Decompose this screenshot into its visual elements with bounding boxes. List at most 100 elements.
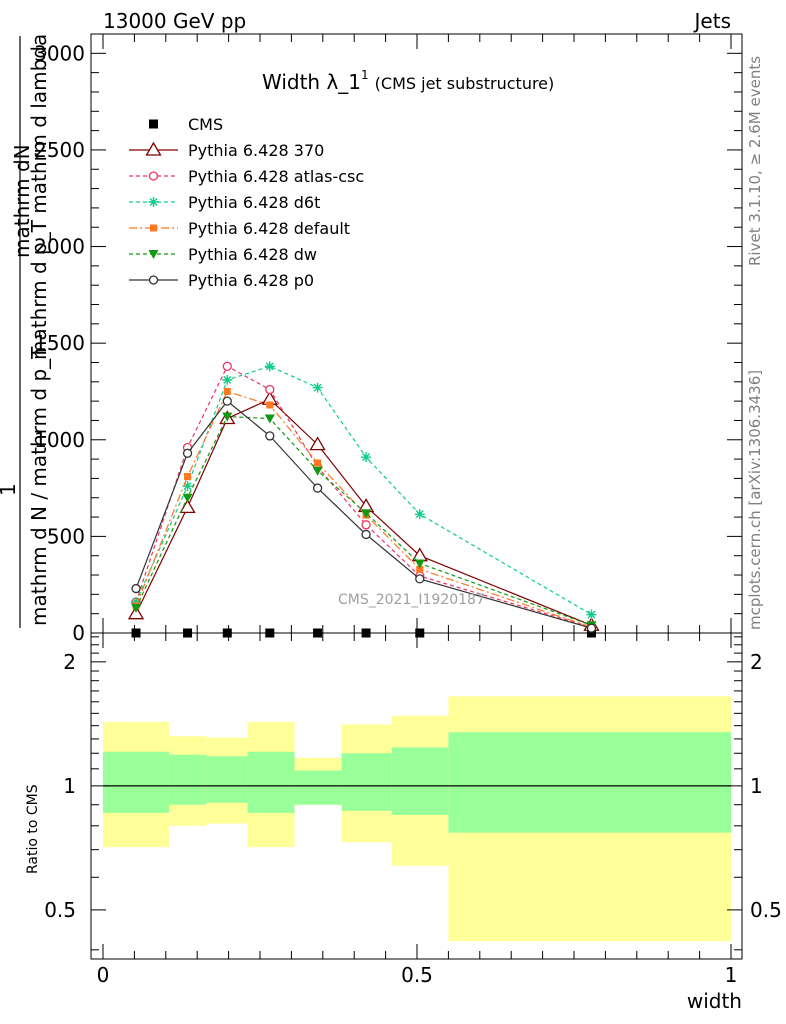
main-y-axis-label: 1 mathrm dN mathrm d N / mathrm d p_T ma… <box>0 34 51 628</box>
plot-title-sub: (CMS jet substructure) <box>375 74 555 93</box>
legend-label: Pythia 6.428 default <box>188 219 350 238</box>
data-point <box>131 583 141 594</box>
data-point <box>414 509 425 520</box>
ratio-y-tick-label-right: 1 <box>750 774 763 798</box>
data-point <box>131 597 142 608</box>
ratio-inner-band <box>103 751 169 813</box>
ratio-inner-band <box>168 754 207 805</box>
data-point <box>415 574 425 584</box>
data-point <box>309 436 326 451</box>
data-point <box>266 401 274 409</box>
main-y-tick-label: 2000 <box>34 235 85 259</box>
data-point <box>182 448 193 458</box>
main-y-tick-label: 1000 <box>34 428 85 452</box>
data-point <box>314 459 322 467</box>
legend-label: Pythia 6.428 370 <box>188 141 324 160</box>
data-point <box>182 481 193 492</box>
ratio-y-ticks: 0.5 0.5 1 1 2 2 <box>44 636 782 951</box>
legend-marker <box>149 119 158 129</box>
mcplots-credit-label: mcplots.cern.ch [arXiv:1306.3436] <box>746 370 764 630</box>
legend-marker <box>145 141 162 156</box>
legend-marker <box>148 250 159 259</box>
ratio-y-tick-label: 0.5 <box>44 898 76 922</box>
data-point <box>223 387 231 395</box>
ratio-inner-band <box>391 747 449 815</box>
legend-label: Pythia 6.428 atlas-csc <box>188 167 364 186</box>
data-point <box>222 374 233 385</box>
rivet-version-label: Rivet 3.1.10, ≥ 2.6M events <box>746 56 764 266</box>
ylabel-top: mathrm dN <box>10 144 34 258</box>
series-pythia-6-428-p0 <box>131 396 597 633</box>
ratio-x-ticks: 0 0.5 1 <box>97 633 738 987</box>
ratio-inner-band <box>247 751 295 813</box>
main-y-tick-label: 3000 <box>34 41 85 65</box>
ratio-inner-band <box>341 753 392 811</box>
legend-label: CMS <box>188 115 223 134</box>
ratio-inner-band <box>206 756 248 803</box>
main-x-ticks <box>102 34 732 633</box>
data-point <box>312 483 323 493</box>
data-point <box>131 603 142 613</box>
series-pythia-6-428-atlas-csc <box>131 361 597 632</box>
ratio-y-tick-label: 1 <box>63 774 76 798</box>
legend-marker <box>148 171 159 181</box>
series-line <box>135 365 592 616</box>
data-point <box>361 520 371 530</box>
data-point <box>264 361 275 372</box>
ratio-bands <box>103 696 731 942</box>
ratio-plot-panel: 0.5 0.51 12 2 0 0.5 1 <box>44 632 782 987</box>
ratio-inner-band <box>294 770 342 805</box>
data-point <box>361 529 371 540</box>
main-plot-panel: 0 500 1000 1500 2000 2500 3000 <box>34 33 743 645</box>
data-point <box>414 559 425 569</box>
ratio-y-tick-label-right: 2 <box>750 650 763 674</box>
plot-title-main: Width λ_1 <box>262 70 361 94</box>
data-point <box>265 384 275 395</box>
series-line <box>135 398 592 626</box>
x-axis-label: width <box>687 989 742 1013</box>
x-tick-label: 0 <box>97 963 110 987</box>
ratio-y-tick-label: 2 <box>63 650 76 674</box>
data-point <box>361 509 372 519</box>
ratio-y-tick-label-right: 0.5 <box>750 898 782 922</box>
series-line <box>135 365 592 628</box>
header-collision-label: 13000 GeV pp <box>103 9 246 33</box>
legend: CMS Pythia 6.428 370 Pythia 6.428 atlas-cs… <box>129 115 364 290</box>
header-category-label: Jets <box>693 9 731 33</box>
data-point <box>586 623 597 633</box>
legend-label: Pythia 6.428 p0 <box>188 271 314 290</box>
legend-label: Pythia 6.428 d6t <box>188 193 320 212</box>
main-y-tick-label: 500 <box>47 524 85 548</box>
series-line <box>135 390 592 628</box>
ylabel-bottom: mathrm d N / mathrm d p_T <box>27 346 51 626</box>
main-y-tick-label: 1500 <box>34 331 85 355</box>
data-point <box>264 414 275 424</box>
data-point <box>416 565 424 573</box>
series-line <box>135 415 592 626</box>
main-y-tick-label: 2500 <box>34 138 85 162</box>
data-point <box>312 382 323 393</box>
main-y-ticks: 0 500 1000 1500 2000 2500 3000 <box>34 33 742 645</box>
series-line <box>135 400 592 629</box>
data-point <box>184 472 192 480</box>
legend-marker <box>148 197 159 207</box>
data-point <box>265 431 275 441</box>
legend-label: Pythia 6.428 dw <box>188 245 317 264</box>
data-point <box>361 452 372 463</box>
series-pythia-6-428-d6t <box>131 361 597 620</box>
ylabel-bottom-2: mathrm d p_T mathrm d lambda <box>27 34 51 360</box>
data-point <box>586 609 597 620</box>
main-y-tick-label: 0 <box>72 621 85 645</box>
analysis-watermark: CMS_2021_I1920187 <box>338 592 485 608</box>
data-point <box>222 361 232 371</box>
data-point <box>182 493 193 503</box>
data-point <box>222 412 233 422</box>
legend-marker <box>150 224 157 232</box>
plot-title: Width λ_11 (CMS jet substructure) <box>262 68 554 94</box>
plot-title-sup: 1 <box>361 68 369 82</box>
x-tick-label: 0.5 <box>401 963 433 987</box>
legend-marker <box>148 275 159 285</box>
data-point <box>222 396 232 406</box>
x-tick-label: 1 <box>725 963 738 987</box>
